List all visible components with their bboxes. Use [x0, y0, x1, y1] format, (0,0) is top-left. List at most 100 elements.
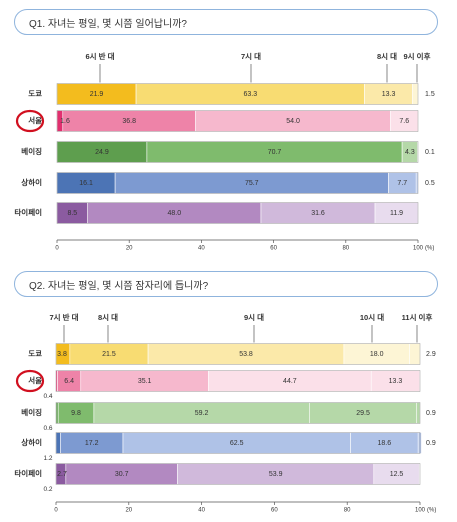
top-label: 10시 대: [360, 312, 384, 322]
top-label: 8시 대: [377, 51, 397, 61]
top-label: 11시 이후: [402, 312, 433, 322]
data-label: 29.5: [356, 410, 370, 417]
bar-outline: [56, 141, 419, 163]
data-label: 31.6: [311, 210, 325, 217]
x-tick-label: 60: [270, 246, 277, 252]
data-label: 62.5: [230, 440, 244, 447]
x-tick-label: 20: [126, 246, 133, 252]
x-tick-label: 40: [198, 508, 205, 514]
x-tick-label: 80: [344, 508, 351, 514]
q1-title-box: Q1. 자녀는 평일, 몇 시쯤 일어납니까?: [14, 9, 438, 35]
data-label: 13.3: [389, 378, 403, 385]
category-label: 도쿄: [28, 89, 42, 98]
top-label: 8시 대: [98, 312, 118, 322]
bar-outline: [55, 432, 421, 454]
x-unit-label: (%): [427, 508, 436, 514]
data-label: 17.2: [85, 440, 99, 447]
data-label: 53.9: [269, 471, 283, 478]
data-label: 36.8: [122, 118, 136, 125]
data-label: 0.9: [426, 440, 436, 447]
data-label: 35.1: [138, 378, 152, 385]
bar-segment: [412, 83, 419, 105]
data-label: 75.7: [245, 180, 259, 187]
below-label: 0.6: [43, 425, 52, 432]
category-label: 상하이: [21, 437, 42, 447]
x-tick-label: 20: [125, 508, 132, 514]
data-label: 2.7: [57, 471, 67, 478]
category-label: 서울: [28, 115, 42, 125]
x-tick-label: 40: [198, 246, 205, 252]
data-label: 13.3: [382, 91, 396, 98]
bar-segment: [55, 402, 59, 424]
bar-segment: [416, 402, 421, 424]
bar-outline: [56, 83, 419, 105]
top-label: 9시 이후: [404, 51, 431, 61]
data-label: 18.0: [370, 351, 384, 358]
data-label: 24.9: [95, 149, 109, 156]
data-label: 59.2: [195, 410, 209, 417]
below-label: 0.4: [43, 393, 52, 400]
bar-outline: [56, 202, 419, 224]
bar-segment: [55, 432, 61, 454]
data-label: 63.3: [244, 91, 258, 98]
data-label: 4.3: [405, 149, 415, 156]
x-tick-label: 0: [54, 508, 58, 514]
x-tick-label: 60: [271, 508, 278, 514]
q2-title: Q2. 자녀는 평일, 몇 시쯤 잠자리에 듭니까?: [29, 281, 209, 292]
data-label: 0.1: [425, 149, 435, 156]
category-label: 베이징: [21, 146, 42, 156]
bar-segment: [409, 343, 421, 365]
top-label: 7시 반 대: [49, 312, 78, 322]
category-label: 베이징: [21, 407, 42, 417]
data-label: 3.8: [57, 351, 67, 358]
data-label: 54.0: [286, 118, 300, 125]
x-tick-label: 0: [55, 246, 59, 252]
top-label: 9시 대: [244, 312, 264, 322]
data-label: 53.8: [239, 351, 253, 358]
bar-outline: [56, 172, 419, 194]
data-label: 2.9: [426, 351, 436, 358]
data-label: 21.9: [90, 91, 104, 98]
bar-outline: [55, 463, 421, 485]
category-label: 도쿄: [28, 349, 42, 358]
chart-2: [15, 325, 422, 505]
data-label: 1.5: [425, 91, 435, 98]
data-label: 0.9: [426, 410, 436, 417]
bar-segment: [415, 172, 419, 194]
data-label: 8.5: [67, 210, 77, 217]
x-tick-label: 80: [342, 246, 349, 252]
data-label: 48.0: [168, 210, 182, 217]
top-label: 7시 대: [241, 51, 261, 61]
data-label: 9.8: [71, 410, 81, 417]
data-label: 16.1: [79, 180, 93, 187]
highlight-circle: [15, 109, 45, 133]
data-label: 7.7: [397, 180, 407, 187]
chart-1: [15, 64, 419, 243]
data-label: 30.7: [115, 471, 129, 478]
data-label: 12.5: [390, 471, 404, 478]
x-tick-label: 100: [413, 246, 424, 252]
data-label: 1.6: [60, 118, 70, 125]
data-label: 7.6: [399, 118, 409, 125]
data-label: 70.7: [268, 149, 282, 156]
highlight-circle: [15, 369, 45, 393]
data-label: 21.5: [102, 351, 116, 358]
category-label: 타이페이: [14, 207, 42, 217]
category-label: 상하이: [21, 177, 42, 187]
category-label: 서울: [28, 375, 42, 385]
data-label: 11.9: [390, 210, 403, 217]
below-label: 1.2: [43, 455, 52, 462]
below-label: 0.2: [43, 486, 52, 493]
x-unit-label: (%): [425, 246, 434, 252]
q2-title-box: Q2. 자녀는 평일, 몇 시쯤 잠자리에 듭니까?: [14, 271, 438, 297]
bar-outline: [55, 402, 421, 424]
category-label: 타이페이: [14, 468, 42, 478]
top-label: 6시 반 대: [85, 51, 114, 61]
bar-outline: [55, 370, 421, 392]
data-label: 6.4: [64, 378, 74, 385]
data-label: 0.5: [425, 180, 435, 187]
x-tick-label: 100: [415, 508, 426, 514]
data-label: 18.6: [378, 440, 392, 447]
data-label: 44.7: [283, 378, 297, 385]
